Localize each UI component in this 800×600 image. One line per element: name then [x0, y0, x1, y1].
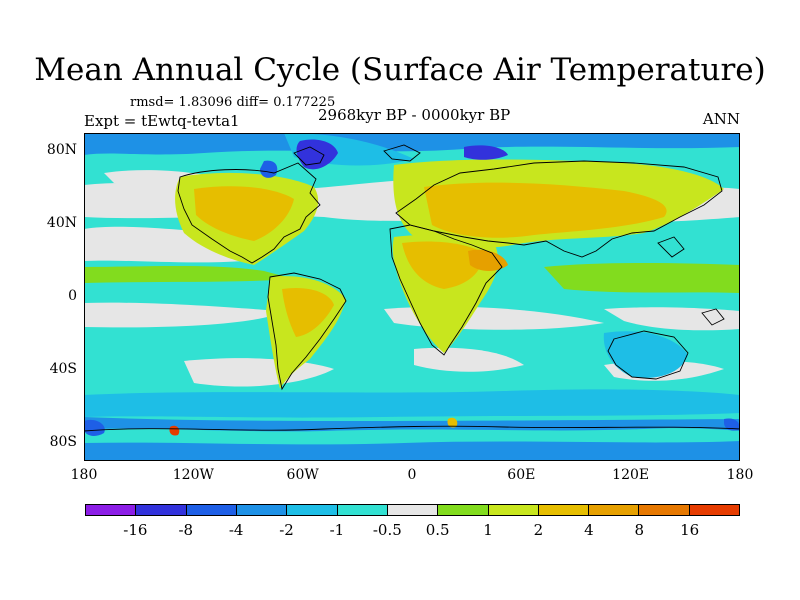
colorbar-box	[186, 504, 237, 516]
colorbar-label: 8	[634, 521, 644, 539]
lat-tick-label: 40S	[49, 360, 77, 377]
colorbar-label: -16	[123, 521, 148, 539]
colorbar-box	[488, 504, 539, 516]
colorbar-label: 2	[533, 521, 544, 539]
lon-tick-label: 120E	[612, 467, 650, 483]
colorbar-label: -4	[228, 521, 244, 539]
colorbar-box	[387, 504, 439, 516]
lat-tick-label: 40N	[46, 215, 77, 232]
temperature-anomaly-map	[84, 133, 740, 461]
lon-tick-label: 60E	[507, 467, 536, 483]
colorbar-box	[589, 504, 640, 516]
colorbar-box	[538, 504, 590, 516]
colorbar-label: 4	[584, 521, 594, 539]
lon-tick-label: 0	[407, 467, 417, 483]
lat-tick-label: 0	[68, 288, 77, 304]
colorbar-label: 1	[483, 521, 493, 539]
period-label: 2968kyr BP - 0000kyr BP	[318, 106, 511, 124]
colorbar-box	[689, 504, 741, 516]
colorbar-box	[287, 504, 338, 516]
lon-tick-label: 60W	[286, 467, 319, 483]
lon-tick-label: 180	[70, 467, 98, 483]
map-frame	[84, 133, 740, 461]
lon-tick-label: 120W	[172, 467, 214, 483]
colorbar-box	[639, 504, 690, 516]
cold-anomaly-spots	[84, 139, 740, 436]
colorbar	[85, 504, 741, 516]
colorbar-label: 0.5	[425, 521, 450, 539]
colorbar-label: -1	[329, 521, 345, 539]
land-anomaly-fields	[175, 159, 724, 389]
coastlines	[84, 144, 740, 432]
colorbar-label: -0.5	[372, 521, 402, 539]
colorbar-box	[236, 504, 288, 516]
lon-tick-label: 180	[726, 467, 754, 483]
lat-tick-label: 80S	[49, 433, 77, 450]
colorbar-box	[438, 504, 489, 516]
season-label: ANN	[702, 110, 740, 128]
experiment-label: Expt = tEwtq-tevta1	[84, 112, 240, 130]
colorbar-box	[136, 504, 187, 516]
rmsd-diff-stats: rmsd= 1.83096 diff= 0.177225	[130, 95, 336, 110]
colorbar-box	[85, 504, 137, 516]
plot-title: Mean Annual Cycle (Surface Air Temperatu…	[34, 52, 766, 88]
lat-tick-label: 80N	[46, 142, 77, 159]
colorbar-label: -8	[178, 521, 194, 539]
colorbar-label: 16	[680, 521, 700, 539]
colorbar-box	[337, 504, 388, 516]
colorbar-label: -2	[279, 521, 294, 539]
